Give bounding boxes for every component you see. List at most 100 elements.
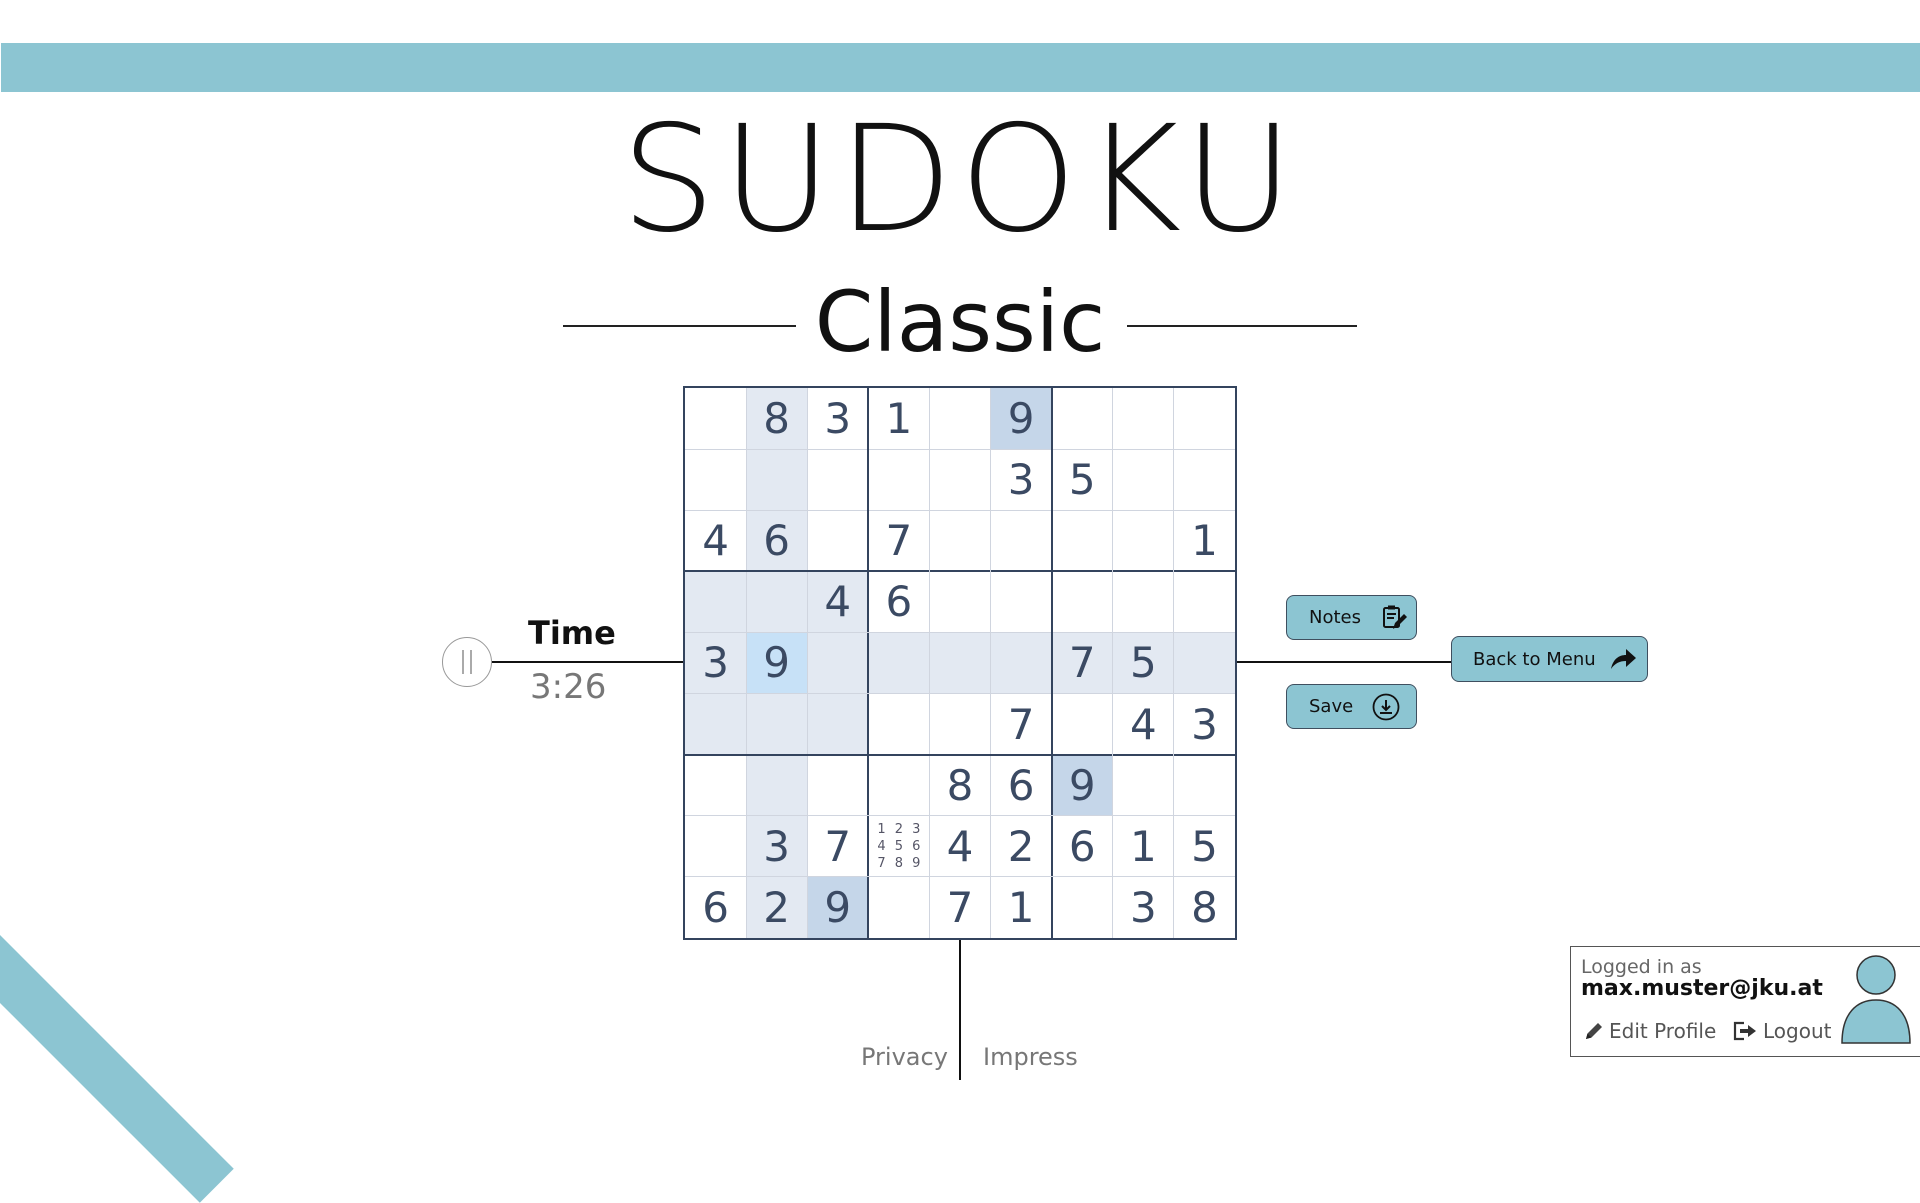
- sudoku-cell[interactable]: [868, 632, 930, 694]
- sudoku-cell[interactable]: 8: [1174, 877, 1235, 938]
- sudoku-cell[interactable]: [807, 510, 868, 571]
- sudoku-cell[interactable]: [1113, 388, 1174, 449]
- sudoku-cell[interactable]: [991, 571, 1052, 632]
- sudoku-cell[interactable]: [1174, 571, 1235, 632]
- sudoku-cell[interactable]: [868, 755, 929, 816]
- sudoku-cell[interactable]: [929, 632, 991, 694]
- sudoku-cell[interactable]: 9: [990, 388, 1052, 450]
- sudoku-cell[interactable]: [685, 388, 746, 449]
- sudoku-cell[interactable]: [1052, 877, 1113, 938]
- sudoku-cell[interactable]: [685, 816, 746, 877]
- sudoku-cell[interactable]: 9: [746, 632, 808, 694]
- sudoku-cell[interactable]: 1: [868, 388, 929, 449]
- sudoku-cell[interactable]: 7: [1051, 632, 1113, 694]
- sudoku-cell[interactable]: 6: [991, 755, 1052, 816]
- sudoku-cell[interactable]: [1113, 449, 1174, 510]
- sudoku-cell[interactable]: [807, 449, 868, 510]
- sudoku-cell[interactable]: [685, 449, 746, 510]
- sudoku-cell[interactable]: 5: [1052, 449, 1113, 510]
- sudoku-cell[interactable]: 3: [1113, 877, 1174, 938]
- sudoku-cell[interactable]: [1052, 388, 1113, 449]
- sudoku-cell[interactable]: 3: [746, 815, 808, 877]
- sudoku-cell[interactable]: [746, 754, 808, 816]
- sudoku-cell[interactable]: 3: [1174, 694, 1235, 755]
- cell-value: 5: [1191, 821, 1218, 871]
- sudoku-cell[interactable]: 4: [929, 816, 990, 877]
- logout-link[interactable]: Logout: [1733, 1019, 1831, 1043]
- sudoku-cell[interactable]: 7: [991, 694, 1052, 755]
- impress-link[interactable]: Impress: [983, 1043, 1078, 1071]
- sudoku-cell[interactable]: 6: [685, 877, 746, 938]
- sudoku-cell[interactable]: 7: [929, 877, 990, 938]
- sudoku-cell[interactable]: [746, 571, 808, 633]
- pause-button[interactable]: [442, 637, 492, 687]
- cell-value: 6: [702, 882, 729, 932]
- sudoku-cell[interactable]: 5: [1112, 632, 1174, 694]
- sudoku-cell[interactable]: 3: [991, 449, 1052, 510]
- sudoku-cell[interactable]: [1174, 755, 1235, 816]
- sudoku-cell[interactable]: [807, 755, 868, 816]
- sudoku-cell[interactable]: [685, 693, 747, 755]
- sudoku-cell[interactable]: [868, 877, 929, 938]
- footer-connector-line: [959, 940, 961, 1080]
- sudoku-cell[interactable]: [685, 571, 747, 633]
- sudoku-cell[interactable]: 6: [868, 571, 929, 632]
- sudoku-cell[interactable]: 6: [746, 510, 808, 572]
- sudoku-cell[interactable]: 7: [807, 816, 868, 877]
- sudoku-cell[interactable]: [807, 693, 869, 755]
- sudoku-cell[interactable]: 6: [1052, 816, 1113, 877]
- sudoku-cell[interactable]: [929, 449, 990, 510]
- sudoku-cell[interactable]: [868, 694, 929, 755]
- sudoku-cell[interactable]: 5: [1174, 816, 1235, 877]
- sudoku-cell[interactable]: [1113, 571, 1174, 632]
- sudoku-cell[interactable]: [1052, 510, 1113, 571]
- grid-line: [685, 448, 1235, 450]
- sudoku-cell[interactable]: [1173, 632, 1235, 694]
- save-button[interactable]: Save: [1286, 684, 1417, 729]
- sudoku-cell[interactable]: 3: [807, 388, 868, 449]
- sudoku-cell[interactable]: 2: [991, 816, 1052, 877]
- privacy-link[interactable]: Privacy: [861, 1043, 948, 1071]
- cell-value: 3: [1129, 882, 1157, 932]
- sudoku-cell[interactable]: [685, 755, 746, 816]
- note-digit: 5: [894, 838, 903, 854]
- edit-profile-link[interactable]: Edit Profile: [1583, 1019, 1716, 1043]
- sudoku-cell[interactable]: [1052, 694, 1113, 755]
- notes-button[interactable]: Notes: [1286, 595, 1417, 640]
- sudoku-cell[interactable]: [929, 510, 990, 571]
- sudoku-cell[interactable]: 4: [685, 510, 746, 571]
- sudoku-cell[interactable]: [1113, 510, 1174, 571]
- sudoku-cell[interactable]: [929, 388, 990, 449]
- sudoku-cell[interactable]: [746, 693, 808, 755]
- sudoku-cell[interactable]: [746, 449, 808, 511]
- sudoku-cell[interactable]: 1: [1174, 510, 1235, 571]
- cell-value: 5: [1068, 455, 1096, 505]
- sudoku-cell[interactable]: [1052, 571, 1113, 632]
- back-to-menu-button[interactable]: Back to Menu: [1451, 636, 1648, 682]
- sudoku-cell[interactable]: 9: [807, 876, 869, 938]
- sudoku-cell[interactable]: [868, 449, 929, 510]
- sudoku-cell[interactable]: 8: [746, 388, 808, 450]
- cell-value: 8: [763, 394, 791, 444]
- sudoku-cell[interactable]: 1: [991, 877, 1052, 938]
- sudoku-cell[interactable]: 7: [868, 510, 929, 571]
- sudoku-cell[interactable]: [1174, 449, 1235, 510]
- sudoku-cell[interactable]: [1174, 388, 1235, 449]
- sudoku-cell[interactable]: [929, 571, 990, 632]
- sudoku-cell[interactable]: 4: [807, 571, 869, 633]
- cell-value: 6: [885, 577, 913, 627]
- sudoku-cell[interactable]: 2: [746, 876, 808, 938]
- sudoku-cell[interactable]: 4: [1113, 694, 1174, 755]
- sudoku-cell[interactable]: 3: [685, 632, 747, 694]
- sudoku-cell[interactable]: [1113, 755, 1174, 816]
- sudoku-cell[interactable]: 8: [929, 755, 990, 816]
- sudoku-cell[interactable]: [807, 632, 869, 694]
- time-value: 3:26: [530, 667, 607, 707]
- sudoku-cell[interactable]: [990, 632, 1052, 694]
- sudoku-cell[interactable]: 1: [1113, 816, 1174, 877]
- time-label: Time: [528, 614, 616, 652]
- sudoku-cell[interactable]: [991, 510, 1052, 571]
- sudoku-cell[interactable]: [929, 694, 990, 755]
- sudoku-cell[interactable]: 9: [1051, 754, 1113, 816]
